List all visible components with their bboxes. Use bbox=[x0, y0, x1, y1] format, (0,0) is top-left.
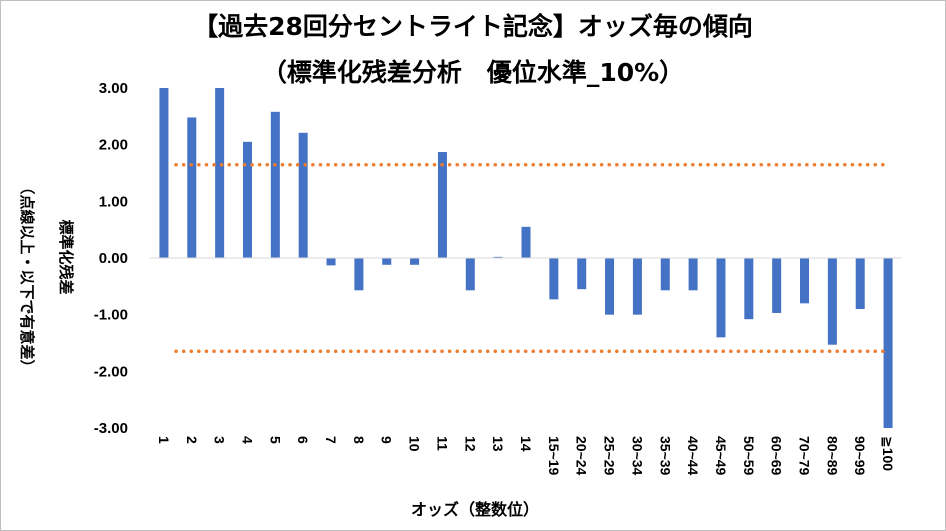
bar bbox=[187, 117, 197, 258]
y-tick-label: -3.00 bbox=[94, 420, 128, 437]
bar bbox=[270, 111, 280, 258]
bar bbox=[744, 258, 754, 320]
x-tick-label: 45~49 bbox=[713, 436, 729, 476]
bar bbox=[605, 258, 615, 315]
y-tick-label: 0.00 bbox=[99, 250, 128, 267]
chart-subtitle: （標準化残差分析 優位水準_10%） bbox=[261, 58, 685, 87]
bar bbox=[688, 258, 698, 291]
x-tick-label: 35~39 bbox=[657, 436, 673, 476]
x-tick-label: 11 bbox=[434, 436, 450, 451]
x-tick-label: 15~19 bbox=[546, 436, 562, 476]
x-tick-label: 6 bbox=[295, 436, 311, 444]
x-tick-label: 2 bbox=[184, 436, 200, 444]
x-tick-label: 80~89 bbox=[824, 436, 840, 476]
bar bbox=[772, 258, 782, 313]
x-tick-label: 7 bbox=[323, 436, 339, 444]
bar bbox=[410, 258, 420, 265]
y-tick-label: 1.00 bbox=[99, 193, 128, 210]
x-tick-label: 5 bbox=[267, 436, 283, 444]
bar bbox=[437, 152, 447, 258]
bar bbox=[521, 226, 531, 258]
x-tick-label: 60~69 bbox=[769, 436, 785, 476]
chart-title: 【過去28回分セントライト記念】オッズ毎の傾向 bbox=[193, 12, 753, 41]
x-tick-label: ≧100 bbox=[880, 436, 896, 471]
bar bbox=[800, 258, 810, 304]
bar bbox=[549, 258, 559, 300]
bar bbox=[632, 258, 642, 315]
x-tick-label: 12 bbox=[462, 436, 478, 452]
x-tick-label: 13 bbox=[490, 436, 506, 452]
bar bbox=[326, 258, 336, 266]
x-tick-label: 3 bbox=[212, 436, 228, 444]
bar bbox=[382, 258, 392, 265]
x-tick-label: 20~24 bbox=[574, 436, 590, 476]
bar bbox=[883, 258, 893, 428]
bar bbox=[577, 258, 587, 290]
y-tick-label: 2.00 bbox=[99, 137, 128, 154]
y-tick-label: -2.00 bbox=[94, 363, 128, 380]
bar bbox=[465, 258, 475, 291]
bar bbox=[298, 132, 308, 258]
bar bbox=[716, 258, 726, 338]
x-tick-label: 8 bbox=[351, 436, 367, 444]
y-axis-label-note: （点線以上・以下で有意差） bbox=[18, 179, 36, 374]
x-tick-label: 10 bbox=[407, 436, 423, 452]
bar bbox=[855, 258, 865, 309]
x-axis-label: オッズ（整数位） bbox=[410, 500, 539, 519]
x-tick-label: 40~44 bbox=[685, 436, 701, 476]
bar bbox=[354, 258, 364, 291]
x-tick-label: 4 bbox=[239, 436, 255, 444]
bar bbox=[660, 258, 670, 291]
bar bbox=[827, 258, 837, 345]
x-tick-label: 90~99 bbox=[852, 436, 868, 476]
bar bbox=[242, 141, 252, 258]
bar bbox=[493, 256, 503, 258]
x-tick-label: 50~59 bbox=[741, 436, 757, 476]
y-tick-label: -1.00 bbox=[94, 307, 128, 324]
y-tick-label: 3.00 bbox=[99, 80, 128, 97]
x-tick-label: 25~29 bbox=[602, 436, 618, 476]
x-tick-label: 14 bbox=[518, 436, 534, 452]
y-axis-label: 標準化残差 bbox=[57, 219, 75, 294]
x-tick-label: 1 bbox=[156, 436, 172, 444]
bar bbox=[215, 88, 225, 258]
x-tick-label: 30~34 bbox=[629, 436, 645, 476]
bar bbox=[159, 88, 169, 258]
x-tick-label: 70~79 bbox=[797, 436, 813, 476]
x-tick-label: 9 bbox=[379, 436, 395, 444]
